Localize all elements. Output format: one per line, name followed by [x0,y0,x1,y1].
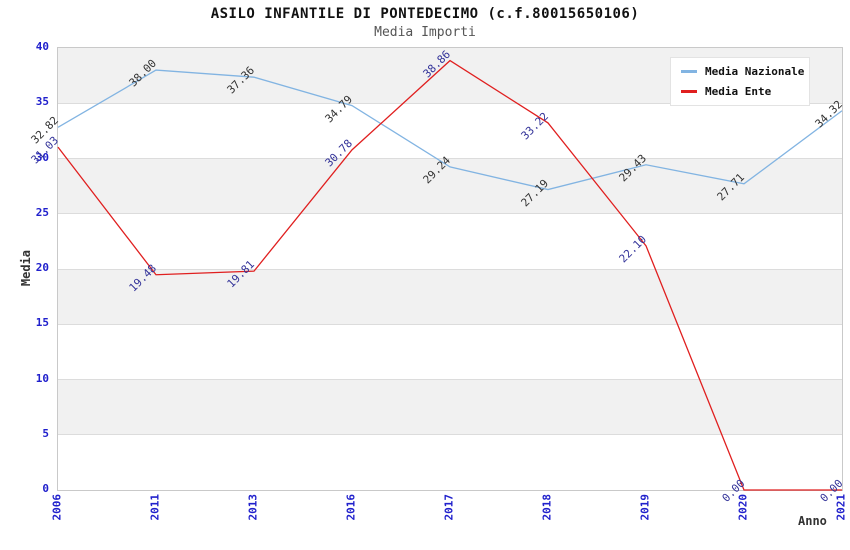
x-tick-label: 2020 [736,494,750,521]
x-tick-label: 2018 [540,494,554,521]
y-tick-label: 5 [42,426,49,440]
x-tick-label: 2017 [442,494,456,521]
y-tick-label: 10 [35,371,49,385]
legend-label-media-nazionale: Media Nazionale [705,65,805,78]
y-tick-label: 40 [35,40,49,53]
x-tick-label: 2021 [834,494,848,521]
x-tick-label: 2013 [246,494,260,521]
media-ente-line-swatch [681,90,697,93]
legend-item-media-nazionale: Media Nazionale [681,65,804,78]
x-tick-label: 2019 [638,494,652,521]
legend: Media Nazionale Media Ente [670,57,810,106]
x-tick-label: 2011 [148,494,162,521]
media-ente-line [57,59,842,491]
x-axis-label: Anno [798,514,827,528]
chart-title: ASILO INFANTILE DI PONTEDECIMO (c.f.8001… [210,6,640,22]
gridline [58,323,842,325]
legend-label-media-ente: Media Ente [705,85,772,98]
gridline [58,102,842,104]
y-tick-label: 0 [42,482,49,495]
x-tick-label: 2006 [50,494,64,521]
chart-subtitle: Media Importi [374,25,476,40]
gridline [58,434,842,436]
y-tick-label: 25 [35,205,49,219]
gridline [58,158,842,159]
gridline [58,379,842,380]
gridline [58,213,842,215]
y-tick-label: 20 [35,261,49,274]
media-nazionale-line-swatch [681,70,697,73]
y-tick-label: 30 [35,150,49,164]
gridline [58,268,842,270]
legend-item-media-ente: Media Ente [681,85,799,98]
plot-area [57,47,843,491]
media-nazionale-line [57,69,843,191]
y-tick-label: 35 [35,95,49,109]
x-tick-label: 2016 [344,494,358,521]
y-tick-label: 15 [35,316,49,330]
